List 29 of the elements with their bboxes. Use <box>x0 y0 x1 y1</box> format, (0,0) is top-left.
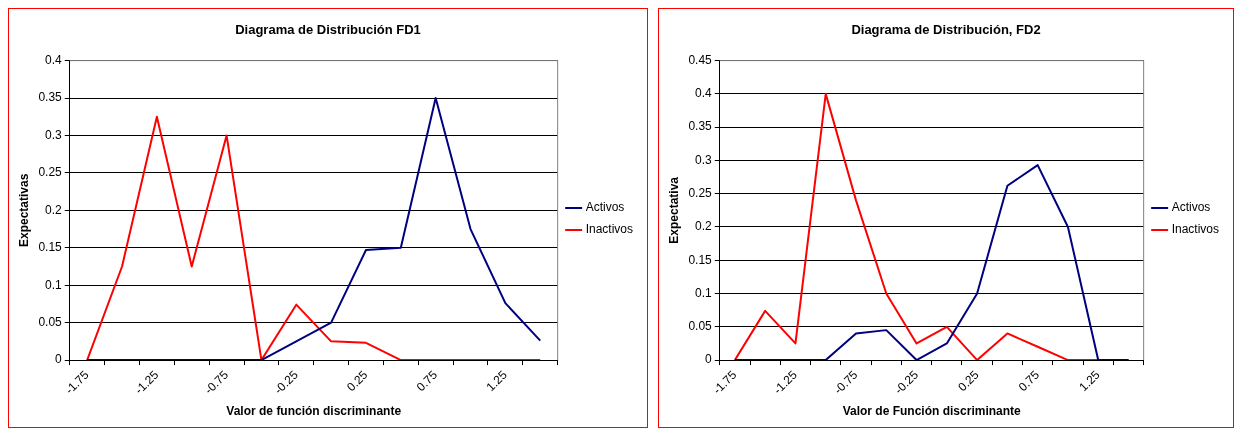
y-tick-label: 0.2 <box>45 202 63 217</box>
y-tick-label: 0.25 <box>38 165 63 180</box>
y-axis-title: Expectativas <box>16 173 31 248</box>
legend-label: Activos <box>585 200 625 215</box>
y-tick-label: 0.35 <box>688 119 713 134</box>
y-tick-label: 0.4 <box>695 86 713 101</box>
y-tick-label: 0.3 <box>45 127 63 142</box>
chart-title: Diagrama de Distribución FD1 <box>235 22 421 38</box>
legend-label: Activos <box>1171 200 1211 215</box>
y-tick-label: 0.05 <box>688 319 713 334</box>
y-tick-label: 0.05 <box>38 314 63 329</box>
x-axis-title: Valor de Función discriminante <box>842 404 1022 419</box>
y-tick-label: 0.25 <box>688 186 713 201</box>
y-tick-label: 0.2 <box>695 219 713 234</box>
y-tick-label: 0.45 <box>688 52 713 67</box>
y-tick-label: 0.3 <box>695 152 713 167</box>
y-tick-label: 0.1 <box>45 277 63 292</box>
y-tick-label: 0.15 <box>38 240 63 255</box>
y-axis-title: Expectativa <box>666 176 681 244</box>
legend-label: Inactivos <box>1171 222 1219 237</box>
x-axis-title: Valor de función discriminante <box>226 404 402 419</box>
y-tick-label: 0 <box>55 352 63 367</box>
y-tick-label: 0.4 <box>45 52 63 67</box>
y-tick-label: 0 <box>705 352 713 367</box>
chart-title: Diagrama de Distribución, FD2 <box>851 22 1041 38</box>
y-tick-label: 0.1 <box>695 285 713 300</box>
legend-label: Inactivos <box>585 222 633 237</box>
y-tick-label: 0.15 <box>688 252 713 267</box>
y-tick-label: 0.35 <box>38 90 63 105</box>
